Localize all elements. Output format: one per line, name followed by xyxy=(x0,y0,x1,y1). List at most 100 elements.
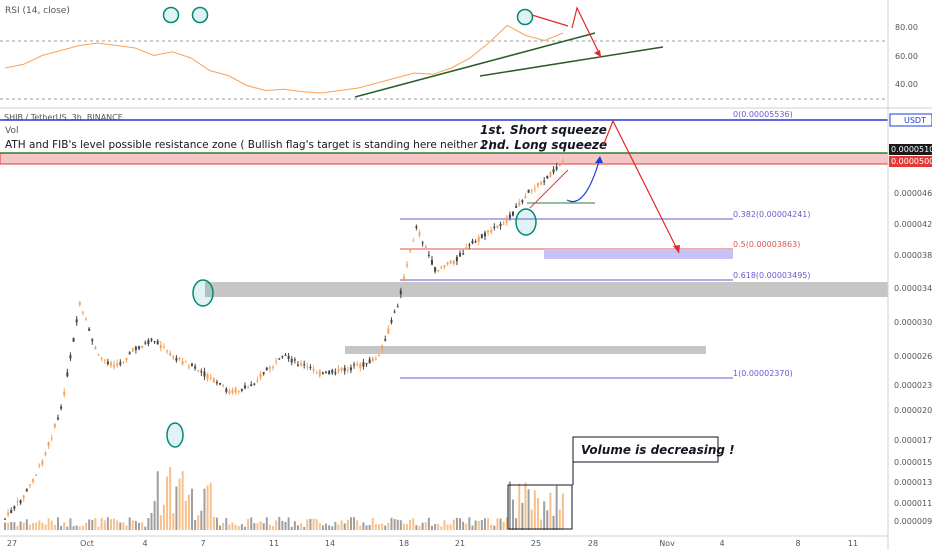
volume-bar xyxy=(396,519,399,530)
candle xyxy=(402,276,405,282)
fib-label: 0.382(0.00004241) xyxy=(733,210,811,219)
candle xyxy=(443,265,446,268)
volume-bar xyxy=(387,522,390,530)
candle xyxy=(293,359,296,361)
price-tick: 0.00000900 xyxy=(894,517,932,526)
x-tick: 27 xyxy=(7,539,17,548)
volume-bar xyxy=(50,520,53,530)
candle xyxy=(278,358,281,360)
candle xyxy=(22,495,25,498)
volume-bar xyxy=(540,519,543,530)
fib-label: 0.5(0.00003863) xyxy=(733,240,800,249)
candle xyxy=(197,370,200,372)
candle xyxy=(378,354,380,356)
candle xyxy=(234,388,237,393)
volume-bar xyxy=(440,526,443,530)
volume-bar xyxy=(109,519,112,530)
candle xyxy=(412,240,415,242)
volume-bar xyxy=(424,522,427,530)
volume-bar xyxy=(555,485,558,530)
rsi-trendline-1 xyxy=(354,32,596,98)
candle xyxy=(309,367,312,369)
candle xyxy=(113,364,116,367)
candle xyxy=(533,188,536,190)
volume-bar xyxy=(356,520,359,530)
candle xyxy=(85,319,88,321)
candle xyxy=(296,364,299,366)
volume-bar xyxy=(16,525,19,530)
volume-bar xyxy=(19,521,22,530)
volume-bar xyxy=(552,515,555,530)
volume-bar xyxy=(306,519,309,530)
candle xyxy=(459,253,462,257)
candle xyxy=(346,369,349,371)
volume-bar xyxy=(85,522,88,530)
candle xyxy=(91,339,94,342)
price-tick: 0.00002600 xyxy=(894,352,932,361)
candle xyxy=(237,391,240,393)
candle xyxy=(493,226,496,228)
candle xyxy=(349,367,352,371)
volume-bar xyxy=(309,518,312,530)
volume-bar xyxy=(181,471,184,530)
candle xyxy=(262,372,265,374)
candle xyxy=(343,367,346,372)
candle xyxy=(219,383,222,385)
candle xyxy=(518,202,521,206)
volume-bar xyxy=(368,524,371,530)
candle xyxy=(434,266,437,272)
candle xyxy=(440,267,443,269)
volume-bar xyxy=(243,526,246,530)
volume-bar xyxy=(219,525,222,530)
volume-bar xyxy=(533,490,536,530)
candle xyxy=(4,518,6,520)
volume-bar xyxy=(7,522,10,530)
volume-bar xyxy=(119,522,122,530)
candle xyxy=(215,381,218,384)
candle xyxy=(505,216,508,223)
x-tick: Nov xyxy=(659,539,675,548)
volume-bar xyxy=(290,526,293,530)
volume-bar xyxy=(321,525,324,530)
candle xyxy=(508,214,511,218)
candle xyxy=(362,362,365,367)
candle xyxy=(272,366,275,368)
candle xyxy=(184,361,187,363)
candle xyxy=(187,366,190,368)
candle xyxy=(549,172,552,177)
candle xyxy=(265,367,268,371)
candle xyxy=(122,361,125,363)
volume-bar xyxy=(502,521,505,530)
volume-bar xyxy=(468,517,471,530)
candle xyxy=(306,366,309,368)
volume-bar xyxy=(113,518,116,530)
fib-label: 1(0.00002370) xyxy=(733,369,793,378)
candle xyxy=(318,370,321,377)
candle xyxy=(359,363,362,369)
volume-bar xyxy=(430,525,433,530)
volume-bar xyxy=(512,499,515,530)
price-tick: 0.00001300 xyxy=(894,478,932,487)
volume-bar xyxy=(187,494,190,530)
candle xyxy=(409,250,412,252)
candle xyxy=(449,260,452,264)
volume-bar xyxy=(191,488,193,530)
volume-bar xyxy=(4,522,6,530)
candle xyxy=(371,357,374,361)
volume-bar xyxy=(128,517,131,530)
volume-bar xyxy=(455,517,458,530)
volume-bar xyxy=(390,517,393,530)
volume-bar xyxy=(268,524,271,530)
volume-label: Vol xyxy=(5,126,18,136)
x-tick: 7 xyxy=(200,539,205,548)
volume-bar xyxy=(206,485,209,530)
candle xyxy=(334,372,337,374)
support-zone-lower xyxy=(345,346,706,354)
candle xyxy=(16,501,19,503)
volume-bar xyxy=(197,515,200,530)
volume-bar xyxy=(32,522,35,530)
candle xyxy=(552,169,555,173)
volume-bar xyxy=(66,526,69,530)
price-title: SHIB / TetherUS, 3h, BINANCE xyxy=(4,113,123,122)
